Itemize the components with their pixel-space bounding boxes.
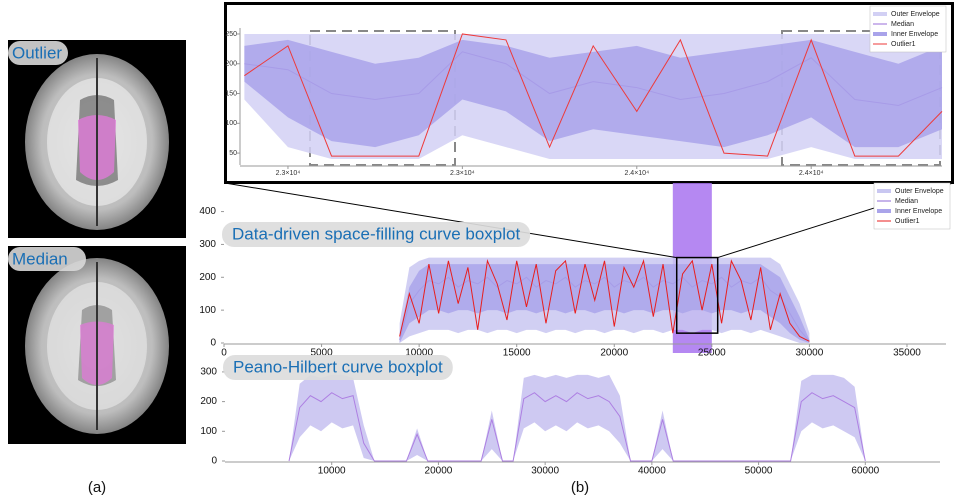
title-pill	[223, 355, 453, 380]
title-pill	[222, 222, 531, 247]
x-tick-label: 10000	[318, 466, 346, 477]
brain-outlier	[8, 40, 186, 238]
y-tick-label: 200	[199, 272, 216, 283]
chart: 0 100 200 300 400 0 5000 10000 15000 20000 25000 30…	[199, 182, 954, 359]
x-tick-label: 30000	[795, 348, 823, 359]
x-tick-label: 20000	[425, 466, 453, 477]
legend-label: Inner Envelope	[891, 31, 938, 38]
x-tick-label: 2.4×10⁴	[624, 170, 649, 177]
zoom-frame	[224, 2, 954, 184]
x-tick-label: 50000	[745, 466, 773, 477]
x-tick-label: 25000	[698, 348, 726, 359]
chart: 0 100 200 300 10000 20000 30000 40000 50000 60000…	[200, 355, 940, 477]
legend: Outer Envelope Median Inner Envelope Outlie…	[869, 5, 947, 53]
x-tick-label: 5000	[310, 348, 333, 359]
y-tick-label: 150	[225, 90, 237, 97]
legend-label: Outer Envelope	[891, 11, 940, 18]
label-pill	[8, 41, 68, 65]
legend-swatch	[873, 32, 887, 36]
chart: 50 100 150 200 250 2.3×10⁴ 2.3×10⁴ 2.4×10⁴ 2.4×1…	[225, 5, 947, 177]
y-tick-label: 100	[225, 120, 237, 127]
image-label: Outlier	[12, 43, 62, 62]
brain-median	[8, 246, 186, 444]
x-tick-label: 15000	[503, 348, 531, 359]
legend-label: Median	[891, 21, 914, 28]
series-line	[288, 392, 866, 462]
y-tick-label: 400	[199, 206, 216, 217]
x-tick-label: 60000	[851, 466, 879, 477]
legend-label: Outlier1	[891, 41, 916, 48]
y-tick-label: 0	[211, 456, 217, 467]
y-tick-label: 200	[200, 396, 217, 407]
caption: (b)	[571, 479, 589, 496]
legend-label: Outer Envelope	[895, 188, 944, 195]
y-tick-label: 100	[200, 426, 217, 437]
x-tick-label: 2.3×10⁴	[450, 170, 475, 177]
legend-label: Median	[895, 198, 918, 205]
series-line	[244, 33, 943, 157]
envelope-area	[289, 374, 866, 461]
x-tick-label: 30000	[531, 466, 559, 477]
y-tick-label: 300	[199, 239, 216, 250]
y-tick-label: 50	[229, 150, 237, 157]
chart-title: Peano-Hilbert curve boxplot	[233, 357, 443, 376]
image-label: Median	[12, 249, 68, 268]
x-tick-label: 2.4×10⁴	[799, 170, 824, 177]
caption: (a)	[88, 479, 106, 496]
x-tick-label: 40000	[638, 466, 666, 477]
legend-label: Inner Envelope	[895, 208, 942, 215]
series-line	[399, 258, 810, 342]
label-pill	[8, 247, 86, 271]
y-tick-label: 300	[200, 367, 217, 378]
envelope-area	[399, 264, 810, 343]
legend-label: Outlier1	[895, 218, 920, 225]
y-tick-label: 250	[225, 31, 237, 38]
envelope-area	[244, 39, 943, 148]
x-tick-label: 2.3×10⁴	[276, 170, 301, 177]
legend-swatch	[877, 189, 891, 193]
connector	[224, 182, 677, 259]
x-tick-label: 0	[221, 348, 227, 359]
legend-swatch	[873, 12, 887, 16]
y-tick-label: 200	[225, 61, 237, 68]
legend-swatch	[877, 209, 891, 213]
x-tick-label: 10000	[405, 348, 433, 359]
zoom-box	[675, 256, 719, 334]
chart-title: Data-driven space-filling curve boxplot	[232, 224, 520, 243]
x-tick-label: 35000	[893, 348, 921, 359]
x-tick-label: 20000	[600, 348, 628, 359]
legend: Outer Envelope Median Inner Envelope Outlie…	[873, 182, 951, 230]
y-tick-label: 100	[199, 305, 216, 316]
y-tick-label: 0	[210, 338, 216, 349]
